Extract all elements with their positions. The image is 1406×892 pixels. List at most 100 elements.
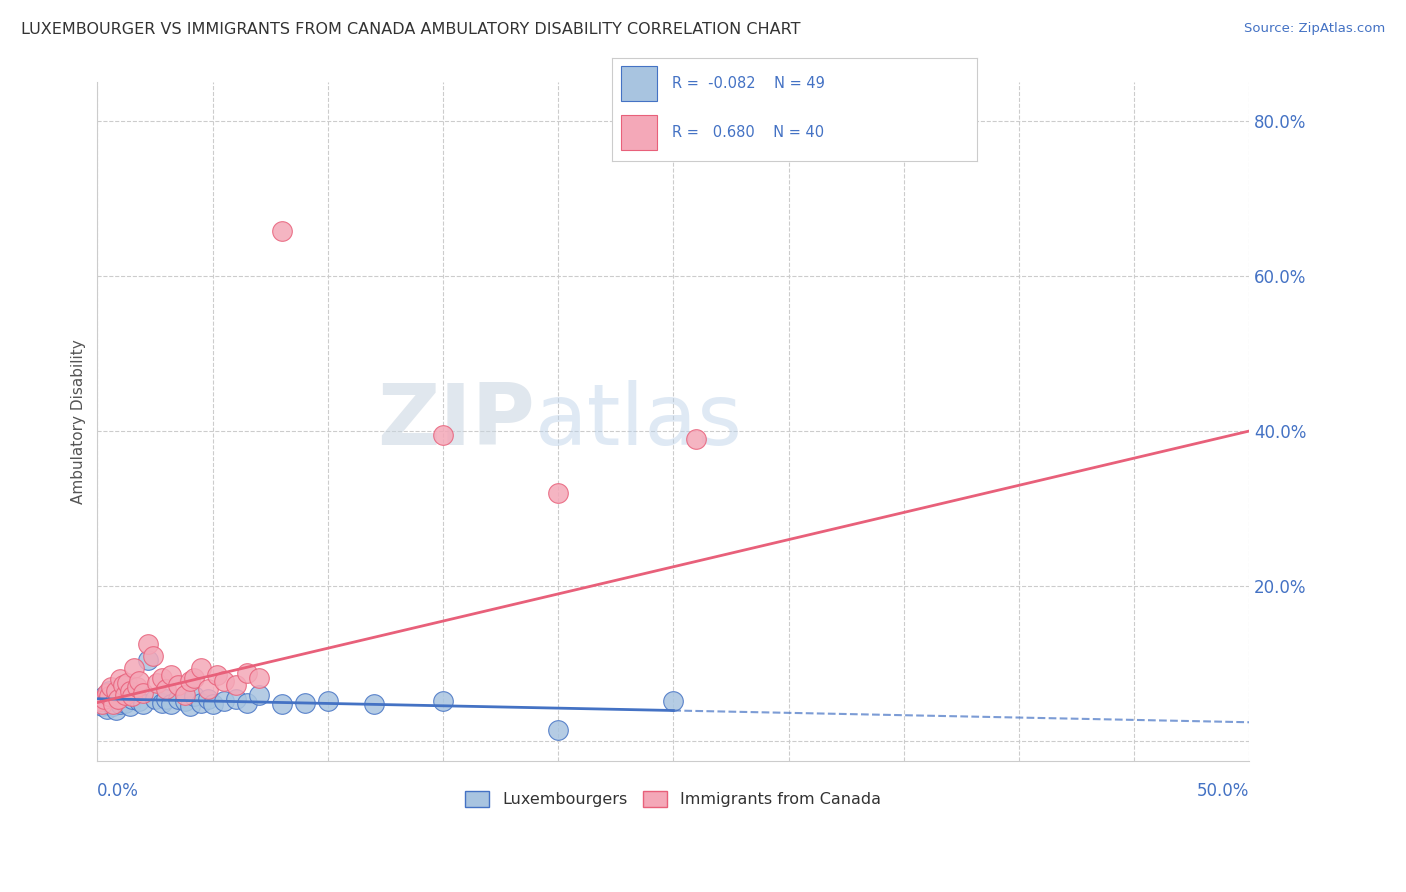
Point xyxy=(201,697,224,711)
Text: 50.0%: 50.0% xyxy=(1197,782,1250,800)
Point xyxy=(142,648,165,663)
Y-axis label: Ambulatory Disability: Ambulatory Disability xyxy=(72,339,86,504)
Point xyxy=(197,691,219,706)
Point xyxy=(128,673,150,688)
Point xyxy=(205,668,228,682)
Point xyxy=(97,684,120,698)
Point xyxy=(225,678,247,692)
Point xyxy=(190,696,212,710)
Text: LUXEMBOURGER VS IMMIGRANTS FROM CANADA AMBULATORY DISABILITY CORRELATION CHART: LUXEMBOURGER VS IMMIGRANTS FROM CANADA A… xyxy=(21,22,800,37)
Text: Source: ZipAtlas.com: Source: ZipAtlas.com xyxy=(1244,22,1385,36)
Point xyxy=(125,680,148,694)
Point xyxy=(89,694,111,708)
Point xyxy=(114,696,136,710)
Point xyxy=(160,668,183,682)
Point xyxy=(91,697,114,711)
Point xyxy=(270,224,292,238)
Point xyxy=(150,671,173,685)
Legend: Luxembourgers, Immigrants from Canada: Luxembourgers, Immigrants from Canada xyxy=(460,784,887,814)
Point xyxy=(96,686,118,700)
Point xyxy=(316,694,339,708)
Point xyxy=(212,673,235,688)
Point xyxy=(685,432,707,446)
Point xyxy=(104,688,127,702)
Point xyxy=(167,678,190,692)
Point xyxy=(128,694,150,708)
Point xyxy=(122,688,145,702)
Point xyxy=(179,699,201,714)
Point xyxy=(93,690,115,704)
Point xyxy=(122,660,145,674)
Point xyxy=(91,699,114,714)
Point xyxy=(100,697,122,711)
Text: R =  -0.082    N = 49: R = -0.082 N = 49 xyxy=(672,76,825,91)
Point xyxy=(103,697,125,711)
Point xyxy=(93,691,115,706)
Point xyxy=(294,696,316,710)
Point xyxy=(89,696,111,710)
Text: atlas: atlas xyxy=(536,380,744,463)
Point xyxy=(96,702,118,716)
Text: R =   0.680    N = 40: R = 0.680 N = 40 xyxy=(672,126,824,140)
Point xyxy=(247,688,270,702)
Point xyxy=(96,688,118,702)
Point xyxy=(155,691,177,706)
Point xyxy=(117,690,139,704)
Point xyxy=(363,697,385,711)
Point xyxy=(121,690,143,704)
Point xyxy=(167,691,190,706)
Point xyxy=(247,671,270,685)
Point xyxy=(117,676,139,690)
Point xyxy=(107,691,129,706)
Point xyxy=(93,697,115,711)
Point xyxy=(97,694,120,708)
Point xyxy=(432,428,454,442)
Point xyxy=(100,690,122,704)
Point xyxy=(212,694,235,708)
Point xyxy=(104,684,127,698)
Point xyxy=(270,697,292,711)
Point xyxy=(110,673,132,687)
Point xyxy=(155,681,177,696)
Bar xyxy=(621,66,658,101)
Point xyxy=(132,686,155,700)
Point xyxy=(179,673,201,688)
Point xyxy=(136,653,159,667)
Point xyxy=(150,696,173,710)
Point xyxy=(110,697,132,711)
Point xyxy=(104,703,127,717)
Text: ZIP: ZIP xyxy=(377,380,536,463)
Point xyxy=(103,691,125,706)
Point xyxy=(118,699,141,714)
Point xyxy=(107,694,129,708)
Point xyxy=(225,691,247,706)
Point xyxy=(547,723,569,737)
Point xyxy=(132,697,155,711)
Point xyxy=(110,691,132,706)
Point xyxy=(183,690,205,704)
Point xyxy=(197,681,219,696)
Point xyxy=(174,688,197,702)
Point xyxy=(236,696,259,710)
Point xyxy=(547,486,569,500)
Point xyxy=(136,637,159,651)
Point xyxy=(432,694,454,708)
Point xyxy=(662,694,685,708)
Point xyxy=(111,678,134,692)
Point xyxy=(183,671,205,685)
Point xyxy=(121,691,143,706)
Point xyxy=(114,688,136,702)
Point xyxy=(100,680,122,694)
Bar xyxy=(621,115,658,150)
Point xyxy=(91,691,114,706)
Point xyxy=(103,699,125,714)
Point xyxy=(236,666,259,681)
Point xyxy=(160,697,183,711)
Point xyxy=(97,690,120,704)
Text: 0.0%: 0.0% xyxy=(97,782,139,800)
Point xyxy=(190,660,212,674)
Point xyxy=(146,676,169,690)
Point xyxy=(174,694,197,708)
Point xyxy=(143,691,166,706)
Point xyxy=(118,684,141,698)
